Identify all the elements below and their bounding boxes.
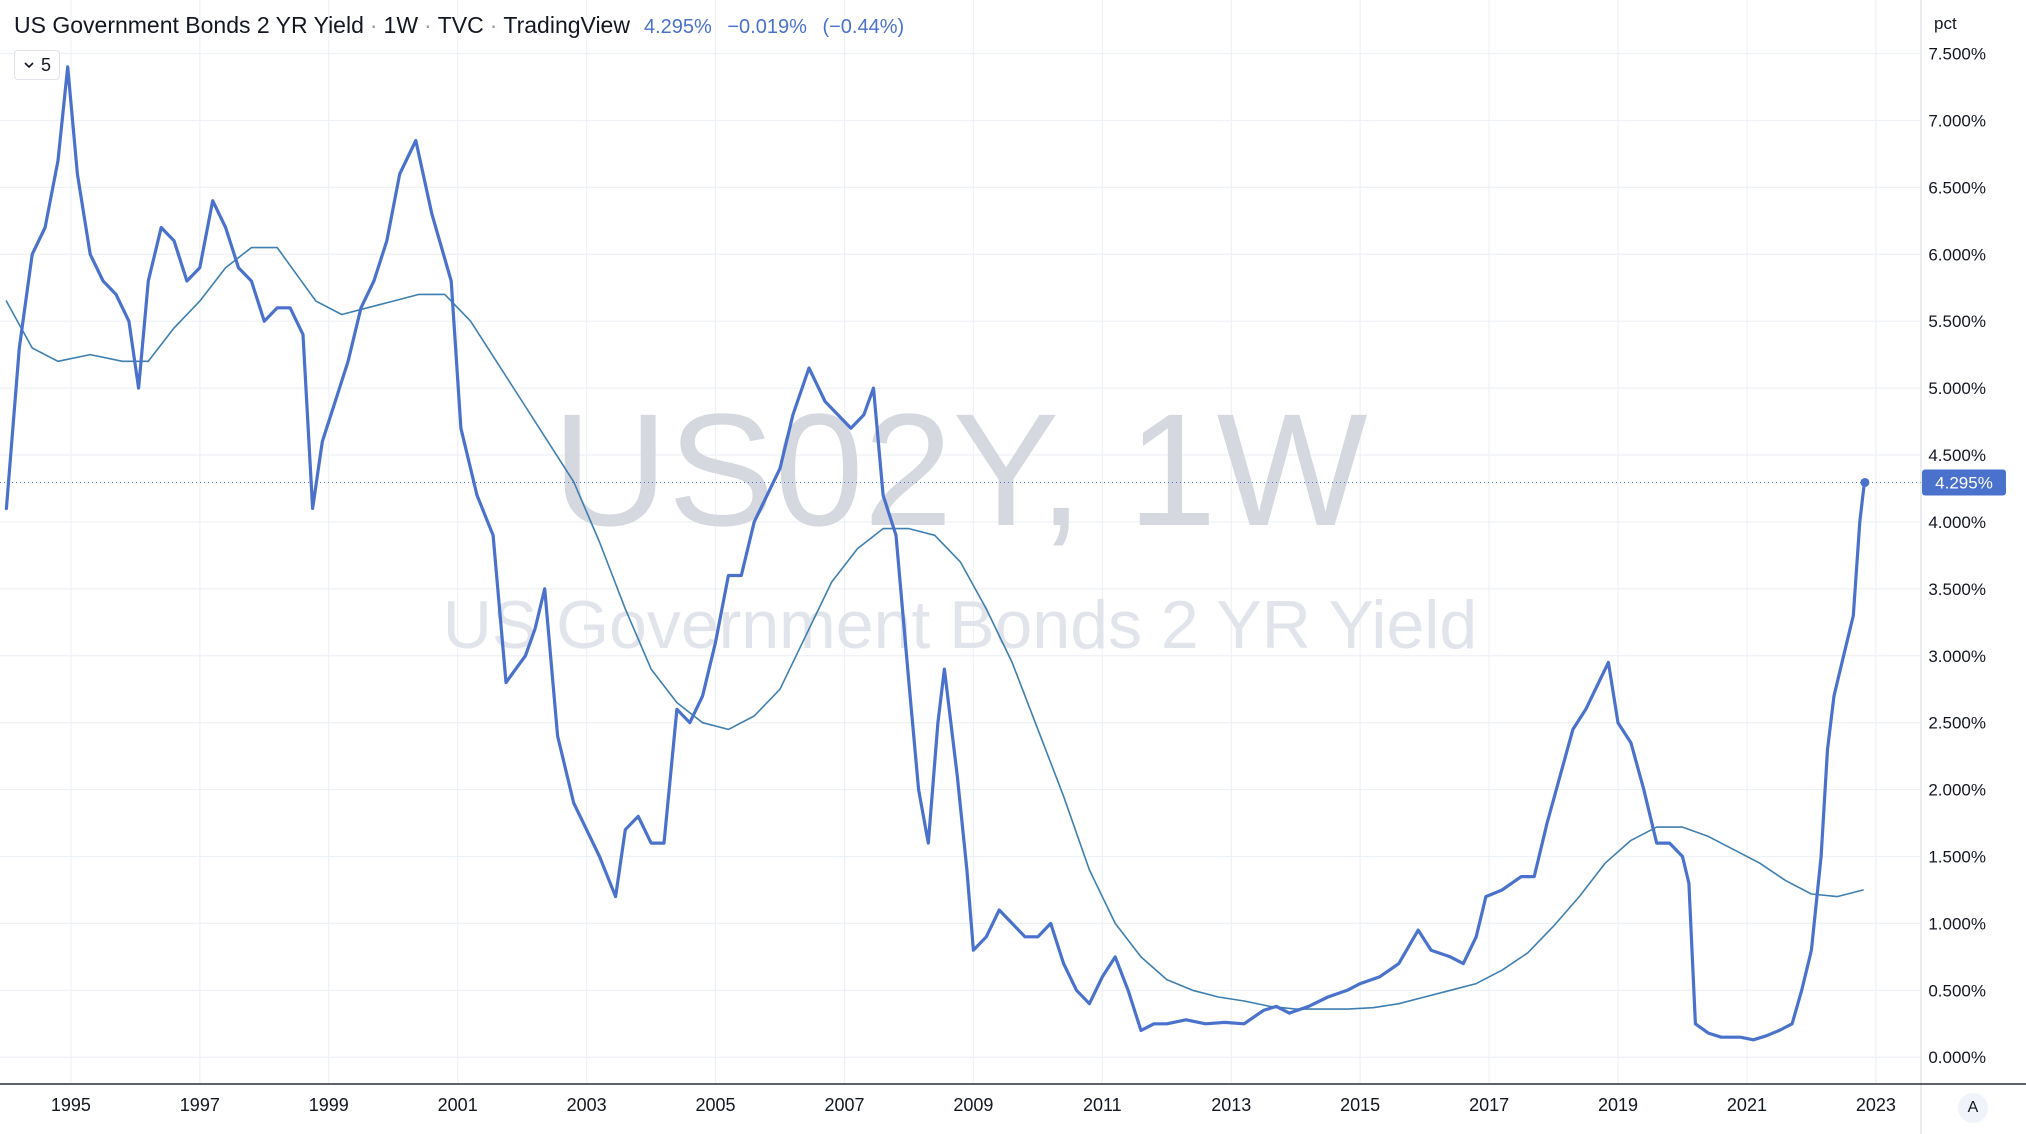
series-layer xyxy=(4,65,1867,1042)
collapse-legend-button[interactable]: 5 xyxy=(14,50,61,80)
y-tick-label: 4.500% xyxy=(1928,446,1986,465)
y-tick-label: 7.000% xyxy=(1928,111,1986,130)
x-tick-label: 1999 xyxy=(309,1095,349,1115)
watermark-symbol: US02Y, 1W xyxy=(552,380,1367,559)
y-tick-label: 2.500% xyxy=(1928,714,1986,733)
x-tick-label: 2005 xyxy=(696,1095,736,1115)
x-tick-label: 2019 xyxy=(1598,1095,1638,1115)
price-axis-ticks[interactable]: 0.000% 0.500% 1.000% 1.500% 2.000% 2.500% 3.00… xyxy=(1928,45,1986,1068)
last-price-dot xyxy=(1860,477,1870,487)
x-tick-label: 2015 xyxy=(1340,1095,1380,1115)
x-tick-label: 2013 xyxy=(1211,1095,1251,1115)
symbol-title[interactable]: US Government Bonds 2 YR Yield xyxy=(14,12,364,38)
legend-header: US Government Bonds 2 YR Yield · 1W · TV… xyxy=(14,12,914,39)
last-price-badge: 4.295% xyxy=(1922,469,2006,496)
y-tick-label: 1.000% xyxy=(1928,914,1986,933)
x-tick-label: 2023 xyxy=(1856,1095,1896,1115)
change-percent: (−0.44%) xyxy=(822,16,905,38)
separator: · xyxy=(489,12,498,38)
indicator-count: 5 xyxy=(41,54,52,75)
y-tick-label: 1.500% xyxy=(1928,847,1986,866)
chevron-down-icon xyxy=(24,62,34,69)
grid xyxy=(0,0,1921,1084)
watermark: US02Y, 1W US Government Bonds 2 YR Yield xyxy=(443,380,1477,663)
source-label: TradingView xyxy=(503,12,630,38)
y-tick-label: 7.500% xyxy=(1928,45,1986,64)
exchange-label: TVC xyxy=(437,12,484,38)
x-tick-label: 2007 xyxy=(824,1095,864,1115)
last-price-badge-label: 4.295% xyxy=(1935,473,1993,492)
quote-values: 4.295% −0.019% (−0.44%) xyxy=(644,16,914,39)
last-price-layer: 4.295% xyxy=(0,469,2006,496)
x-tick-label: 1997 xyxy=(180,1095,220,1115)
auto-scale-button[interactable]: A xyxy=(1958,1093,1988,1123)
y-tick-label: 2.000% xyxy=(1928,781,1986,800)
x-tick-label: 2011 xyxy=(1083,1095,1122,1115)
moving-average-line xyxy=(5,246,1864,1010)
separator: · xyxy=(369,12,378,38)
x-tick-label: 2017 xyxy=(1469,1095,1509,1115)
x-tick-label: 1995 xyxy=(51,1095,91,1115)
price-line xyxy=(4,65,1867,1042)
change-absolute: −0.019% xyxy=(727,16,807,38)
time-axis-ticks[interactable]: 1995 1997 1999 2001 2003 2005 2007 2009 2011 2013… xyxy=(51,1095,1896,1115)
y-tick-label: 0.000% xyxy=(1928,1048,1986,1067)
y-tick-label: 6.000% xyxy=(1928,245,1986,264)
x-tick-label: 2009 xyxy=(953,1095,993,1115)
separator: · xyxy=(424,12,432,38)
y-tick-label: 3.000% xyxy=(1928,647,1986,666)
x-tick-label: 2003 xyxy=(567,1095,607,1115)
y-tick-label: 6.500% xyxy=(1928,178,1986,197)
y-tick-label: 5.500% xyxy=(1928,312,1986,331)
last-value: 4.295% xyxy=(643,16,712,38)
last-price-badge-background xyxy=(1922,469,2006,496)
y-tick-label: 0.500% xyxy=(1928,981,1986,1000)
y-tick-label: 5.000% xyxy=(1928,379,1986,398)
y-tick-label: 4.000% xyxy=(1928,513,1986,532)
y-tick-label: 3.500% xyxy=(1928,580,1986,599)
x-tick-label: 2021 xyxy=(1727,1095,1767,1115)
price-scale-unit: pct xyxy=(1934,14,1957,33)
x-tick-label: 2001 xyxy=(438,1095,478,1115)
interval-label: 1W xyxy=(383,12,419,38)
watermark-description: US Government Bonds 2 YR Yield xyxy=(443,587,1477,663)
